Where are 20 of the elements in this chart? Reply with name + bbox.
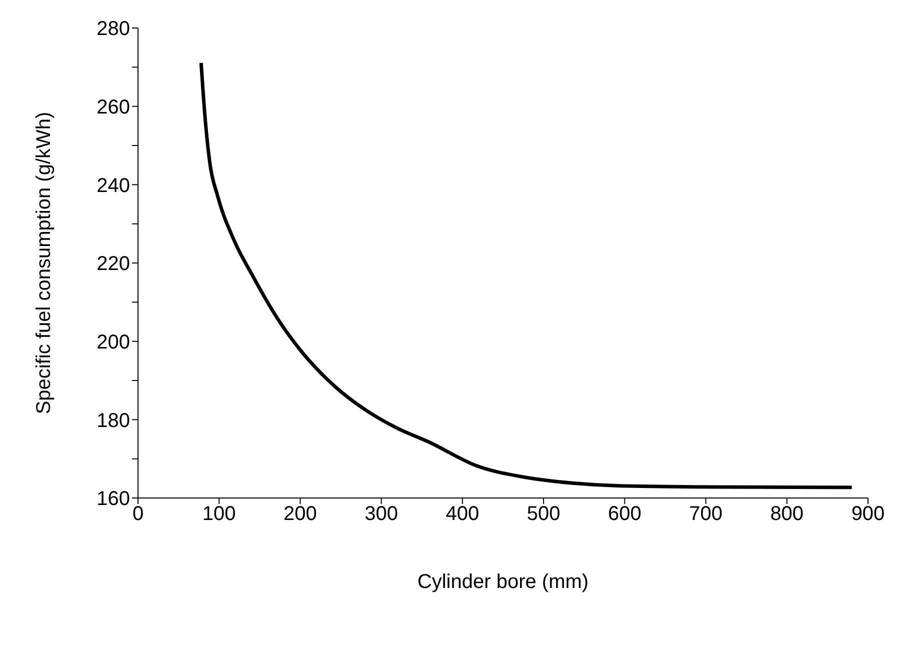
y-tick-label: 180 (96, 410, 130, 432)
x-tick-label: 400 (446, 503, 480, 526)
x-tick-label: 200 (284, 503, 317, 526)
x-axis-title: Cylinder bore (mm) (417, 571, 589, 593)
y-axis-title: Specific fuel consumption (g/kWh) (33, 112, 56, 414)
x-tick-label: 300 (364, 503, 398, 526)
y-tick-label: 280 (96, 18, 130, 40)
line-series (199, 61, 854, 490)
x-tick-label: 700 (689, 503, 722, 526)
x-tick-label: 800 (770, 503, 804, 526)
y-tick-label: 220 (96, 253, 130, 276)
y-tick-label: 160 (96, 488, 130, 510)
x-tick-label: 500 (526, 503, 560, 526)
x-tick-label: 100 (202, 503, 236, 526)
x-tick-label: 900 (851, 503, 885, 526)
x-tick-label: 600 (608, 503, 642, 526)
y-tick-label: 260 (96, 96, 130, 118)
x-tick-label: 0 (132, 503, 144, 526)
y-tick-label: 200 (96, 331, 130, 354)
y-tick-label: 240 (96, 174, 130, 197)
